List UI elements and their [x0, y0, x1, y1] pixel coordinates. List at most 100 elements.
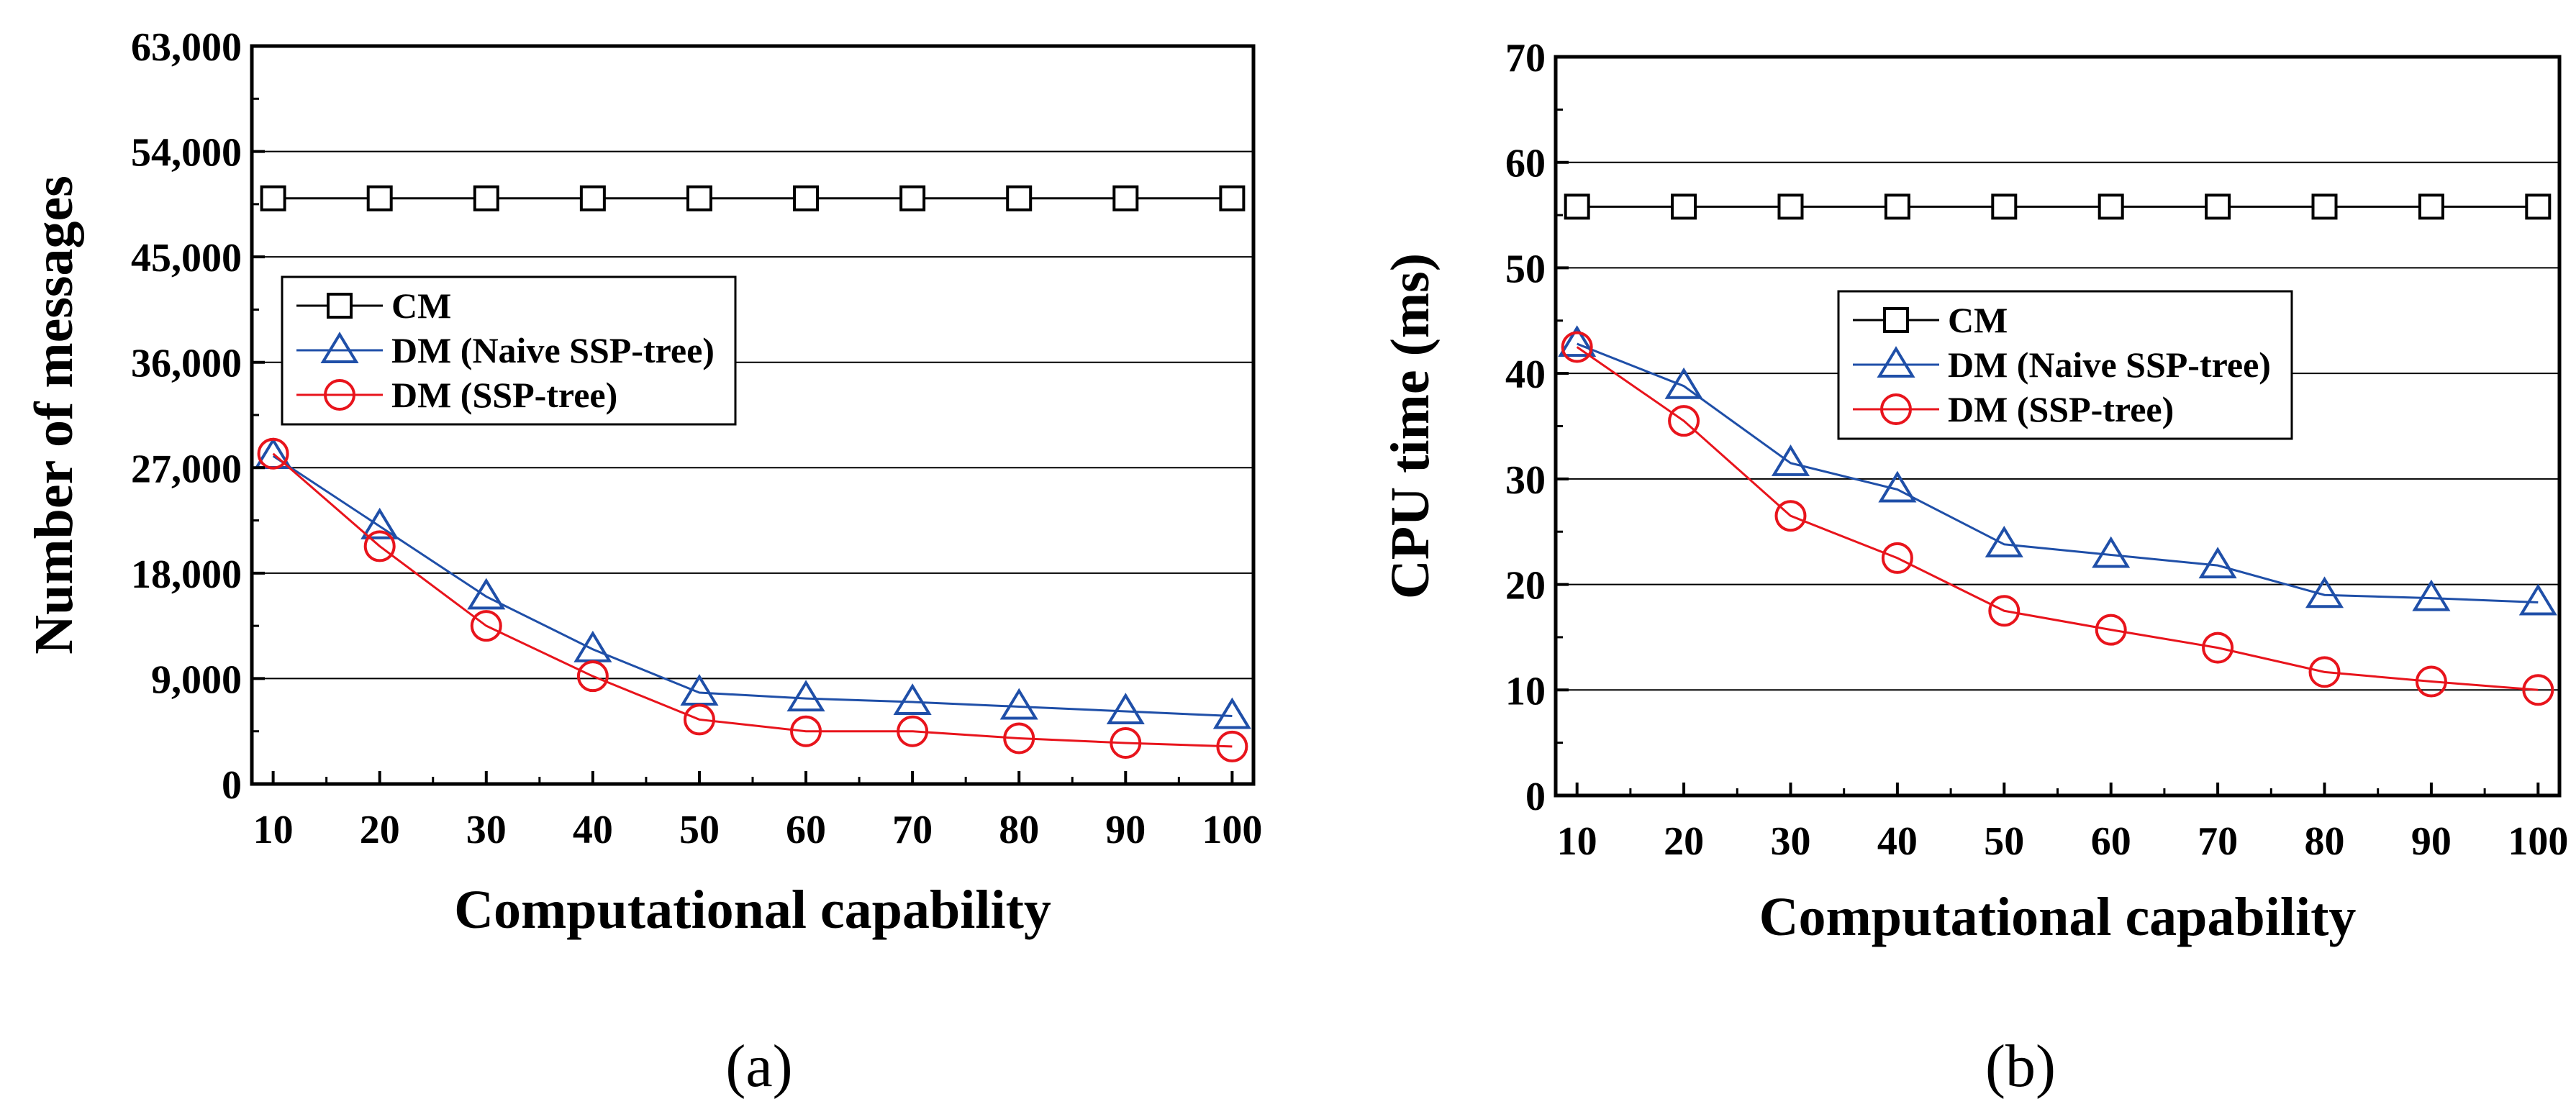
chart-b-x-tick-label: 80: [2305, 819, 2345, 864]
chart-b-data-point: [1878, 470, 1917, 503]
chart-b-data-point: [1884, 193, 1910, 220]
chart-a-x-tick-label: 30: [466, 808, 507, 852]
chart-a-data-point: [899, 185, 926, 211]
chart-a-x-tick-label: 10: [253, 808, 294, 852]
chart-b-data-point: [1991, 193, 2018, 220]
chart-a-data-point: [790, 715, 822, 747]
chart-b-y-axis-label: CPU time (ms): [1380, 253, 1441, 599]
chart-a-y-tick-label: 27,000: [131, 447, 242, 491]
chart-b-x-tick-label: 70: [2198, 819, 2238, 864]
chart-b-data-point: [2522, 674, 2554, 706]
chart-a-legend-label: CM: [391, 286, 451, 326]
chart-b-x-tick-label: 60: [2091, 819, 2131, 864]
chart-a-x-tick-label: 70: [892, 808, 933, 852]
chart-b-x-ticks: 10 20 30 40 50 60 70 80 90 100: [1557, 783, 2568, 864]
chart-a-data-point: [683, 703, 715, 736]
chart-b-legend-marker: [1883, 307, 1909, 333]
chart-a-series: [254, 185, 1251, 762]
chart-a-x-tick-label: 90: [1105, 808, 1146, 852]
chart-a-x-ticks: 10 20 30 40 50 60 70 80 90 100: [253, 771, 1262, 852]
chart-b-data-point: [2412, 579, 2451, 611]
chart-a-data-point: [1006, 185, 1033, 211]
chart-b-series-line: [1577, 342, 2539, 604]
chart-b-x-tick-label: 10: [1557, 819, 1597, 864]
chart-a-data-point: [1219, 185, 1246, 211]
chart-a-series-line: [272, 455, 1233, 718]
chart-b-data-point: [1664, 367, 1703, 399]
chart-b-series-1: [1558, 325, 2557, 616]
chart-b-data-point: [1564, 193, 1590, 220]
chart-b-series: [1558, 193, 2557, 706]
chart-b-x-tick-label: 100: [2508, 819, 2568, 864]
chart-b-y-tick-label: 0: [1525, 775, 1546, 819]
chart-a-data-point: [999, 688, 1038, 720]
chart-b-legend-label: CM: [1948, 300, 2008, 340]
chart-b-y-tick-label: 10: [1505, 669, 1546, 713]
chart-b-data-point: [2198, 547, 2237, 579]
chart-b-y-ticks: 0 10 20 30 40 50 60 70: [1505, 36, 1569, 819]
chart-a-data-point: [680, 674, 719, 706]
chart-a: 0 9,000 18,000 27,000 36,000 45,000 54,000 63,0…: [24, 25, 1262, 1100]
chart-a-data-point: [1112, 185, 1139, 211]
chart-a-data-point: [793, 185, 820, 211]
chart-b-data-point: [1777, 193, 1804, 220]
chart-a-y-tick-label: 54,000: [131, 131, 242, 175]
chart-b-data-point: [1881, 542, 1913, 574]
chart-b-data-point: [2205, 193, 2231, 220]
chart-b-gridlines: [1556, 161, 2559, 691]
chart-a-data-point: [1216, 730, 1248, 762]
chart-a-series-2: [257, 437, 1248, 762]
chart-b-data-point: [2092, 536, 2131, 568]
chart-a-data-point: [260, 185, 286, 211]
chart-a-data-point: [576, 660, 609, 693]
chart-a-legend-marker: [327, 293, 353, 319]
chart-b-data-point: [2518, 583, 2557, 616]
chart-b-data-point: [1771, 444, 1810, 476]
chart-a-series-0: [260, 185, 1246, 211]
chart-b-series-0: [1564, 193, 2552, 220]
chart-b-legend-marker: [1877, 346, 1915, 378]
chart-b-x-tick-label: 50: [1984, 819, 2024, 864]
chart-b-data-point: [1561, 331, 1593, 363]
chart-a-x-tick-label: 60: [786, 808, 826, 852]
chart-b-data-point: [2525, 193, 2552, 220]
chart-a-x-axis-label: Computational capability: [454, 880, 1051, 940]
chart-b-x-axis-label: Computational capability: [1759, 887, 2357, 947]
chart-a-data-point: [363, 530, 396, 562]
chart-b-y-tick-label: 70: [1505, 36, 1546, 81]
chart-a-y-tick-label: 45,000: [131, 236, 242, 281]
chart-b-y-tick-label: 30: [1505, 458, 1546, 503]
chart-b-y-tick-label: 50: [1505, 247, 1546, 291]
chart-a-y-tick-label: 9,000: [151, 657, 242, 702]
chart-a-data-point: [1106, 693, 1145, 725]
chart-a-x-tick-label: 20: [360, 808, 400, 852]
chart-b-data-point: [1985, 525, 2023, 557]
chart-a-y-axis-label: Number of messages: [24, 175, 84, 655]
chart-a-data-point: [467, 578, 506, 610]
chart-a-x-tick-label: 80: [999, 808, 1039, 852]
chart-b-x-tick-label: 40: [1877, 819, 1918, 864]
chart-a-data-point: [473, 185, 499, 211]
chart-b-x-tick-label: 30: [1770, 819, 1810, 864]
chart-a-legend-label: DM (Naive SSP-tree): [391, 330, 715, 370]
chart-a-y-tick-label: 36,000: [131, 342, 242, 386]
chart-b-data-point: [1671, 193, 1697, 220]
chart-a-data-point: [897, 715, 929, 747]
chart-b-data-point: [2097, 193, 2124, 220]
chart-a-data-point: [686, 185, 712, 211]
chart-a-data-point: [579, 185, 606, 211]
chart-b-legend-marker: [1880, 393, 1912, 425]
chart-b-data-point: [2305, 576, 2344, 608]
chart-a-data-point: [257, 437, 289, 470]
chart-a-x-tick-label: 40: [573, 808, 613, 852]
chart-b-y-tick-label: 60: [1505, 142, 1546, 186]
chart-b-x-tick-label: 20: [1664, 819, 1704, 864]
chart-a-y-tick-label: 18,000: [131, 552, 242, 597]
chart-a-legend-label: DM (SSP-tree): [391, 375, 617, 415]
chart-b-data-point: [1668, 405, 1700, 437]
chart-b-data-point: [1988, 595, 2021, 627]
chart-a-data-point: [366, 185, 393, 211]
